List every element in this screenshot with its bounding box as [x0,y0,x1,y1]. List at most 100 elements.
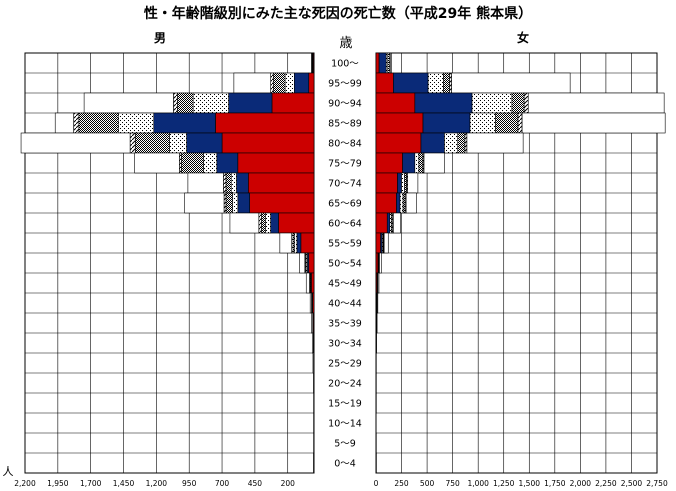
male-tick-8: 200 [281,479,296,488]
age-label-19: 5～9 [334,439,356,450]
male-bar-s2-3 [153,112,216,134]
female-bar-s6-3 [521,112,666,134]
male-tick-3: 1,450 [113,479,135,488]
female-bar-s4-6 [404,172,407,194]
female-bar-s3-1 [427,72,444,94]
age-label-15: 25～29 [328,359,362,370]
male-bar-s2-8 [270,212,279,234]
male-bar-s5-8 [258,212,262,234]
female-bar-s2-8 [386,212,391,234]
male-bar-s5-3 [73,112,80,134]
bar-marks [20,52,666,474]
age-label-6: 70～74 [328,179,362,190]
female-bar-s2-2 [414,92,473,114]
female-bar-s4-1 [443,72,450,94]
female-tick-1: 250 [394,479,409,488]
male-bar-s5-2 [173,92,178,114]
male-bar-s6-5 [134,152,180,174]
female-bar-s4-2 [511,92,525,114]
female-tick-9: 2,250 [595,479,617,488]
male-bar-s2-1 [293,72,310,94]
male-label: 男 [154,31,166,45]
age-label-18: 10～14 [328,419,362,430]
male-tick-6: 700 [215,479,230,488]
male-bar-s4-4 [135,132,170,154]
male-bar-s6-9 [279,232,292,254]
male-bar-s3-8 [265,212,271,234]
female-bar-s6-10 [379,252,382,274]
male-bar-s6-15 [312,352,314,374]
male-bar-s6-3 [54,112,74,134]
female-bar-s2-7 [396,192,401,214]
female-label: 女 [517,30,529,45]
male-bar-s6-12 [309,292,312,314]
male-bar-s6-14 [311,332,314,354]
male-bar-s4-7 [225,192,233,214]
male-bar-s6-2 [83,92,174,114]
female-bar-s6-8 [393,212,401,234]
female-bar-s6-2 [527,92,665,114]
female-bar-s3-6 [401,172,405,194]
male-tick-0: 2,200 [14,479,36,488]
male-bar-s2-7 [237,192,250,214]
age-label-10: 50～54 [328,259,362,270]
male-bar-s6-10 [299,252,306,274]
female-bar-s1-2 [375,92,416,114]
male-tick-5: 950 [182,479,197,488]
female-tick-8: 2,000 [570,479,592,488]
male-tick-7: 450 [248,479,263,488]
female-tick-10: 2,500 [621,479,643,488]
male-bar-s1-1 [308,72,315,94]
male-bar-s1-9 [300,232,315,254]
age-label-4: 80～84 [328,139,362,150]
age-label-17: 15～19 [328,399,362,410]
age-label-9: 55～59 [328,239,362,250]
male-tick-4: 1,200 [146,479,168,488]
female-tick-11: 2,750 [646,479,668,488]
female-bar-s6-1 [451,72,571,94]
female-bar-s6-6 [407,172,419,194]
female-bar-s6-9 [383,232,389,254]
female-bar-s3-4 [444,132,459,154]
male-bar-s3-1 [284,72,295,94]
female-bar-s3-2 [471,92,513,114]
age-label-16: 20～24 [328,379,362,390]
male-bar-s3-9 [293,232,298,254]
female-bar-s6-12 [376,292,379,314]
female-bar-s1-3 [375,112,424,134]
male-bar-s4-6 [225,172,232,194]
age-label-20: 0～4 [334,459,356,470]
age-label-0: 100～ [331,59,359,70]
male-bar-s6-6 [187,172,224,194]
male-bar-s4-2 [177,92,194,114]
male-bar-s3-5 [203,152,218,174]
female-bar-s1-1 [375,72,394,94]
female-bar-s4-7 [402,192,406,214]
female-bar-s4-5 [418,152,424,174]
male-bar-s4-8 [261,212,266,234]
female-bar-s5-2 [523,92,529,114]
female-bar-s2-3 [422,112,471,134]
female-bar-s1-10 [375,252,379,274]
male-bar-s4-3 [78,112,119,134]
female-bar-s1-5 [375,152,403,174]
age-label-11: 45～49 [328,279,362,290]
age-label-14: 30～34 [328,339,362,350]
female-bar-s4-3 [495,112,519,134]
male-bar-s6-13 [311,312,313,334]
male-bar-s1-2 [271,92,315,114]
female-bar-s1-4 [375,132,422,154]
age-label-13: 35～39 [328,319,362,330]
female-bar-s6-11 [377,272,380,294]
male-bar-s4-1 [272,72,286,94]
age-category-labels: 100～ 95～99 90～94 85～89 80～84 75～79 70～74 65～69 6… [328,59,362,470]
male-bar-s1-8 [278,212,315,234]
male-bar-s6-11 [305,272,310,294]
female-bar-s2-0 [378,52,387,74]
female-bar-s5-1 [449,72,452,94]
male-axis-ticks: 2,200 1,950 1,700 1,450 1,200 950 700 450 200 [14,479,295,488]
male-bar-s3-2 [192,92,229,114]
female-bar-s6-13 [376,312,378,334]
female-bar-s5-4 [464,132,468,154]
